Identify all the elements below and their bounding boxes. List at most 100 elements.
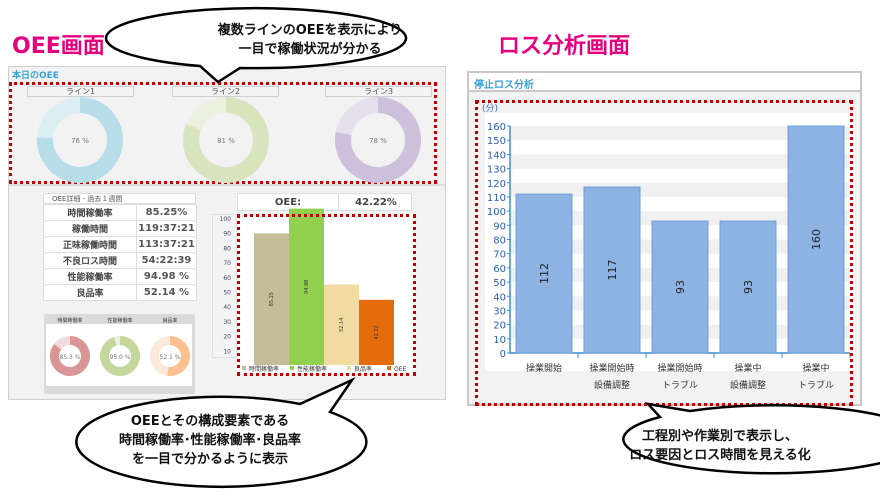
detail-value: 52.14 % (136, 284, 197, 301)
oee-total-value: 42.22% (355, 197, 397, 208)
line-2-donut-label: 81 % (217, 137, 235, 145)
legend-label: OEE (394, 366, 407, 373)
detail-row: 正味稼働時間 113:37:21 (43, 236, 197, 253)
legend-swatch (290, 366, 294, 370)
y-tick-label: 110 (487, 193, 506, 204)
oee-bar-label: 94.98 (304, 280, 310, 294)
oee-total-box: OEE: 42.22% (237, 193, 412, 211)
small-donut-remainder (54, 336, 70, 350)
oee-bar (254, 233, 289, 365)
small-donut-title: 時間稼働率 (57, 317, 82, 324)
callout-text-1: 複数ラインのOEEを表示により 一目で稼働状況が分かる (217, 23, 403, 57)
x-tick-label: トラブル (798, 379, 834, 391)
legend-label: 性能稼働率 (297, 365, 327, 373)
small-donut-value (100, 336, 140, 376)
y-tick-label: 80 (493, 236, 506, 247)
detail-row: 良品率 52.14 % (43, 284, 197, 301)
loss-analysis-heading: ロス分析画面 (498, 34, 631, 59)
callout-bubble-1 (104, 6, 408, 84)
line-header-3: ライン3 (325, 86, 432, 97)
x-tick-label: トラブル (662, 379, 698, 391)
y-tick-label: 40 (493, 292, 506, 303)
line-1-donut-remainder (37, 97, 80, 139)
oee-total-label: OEE: (274, 197, 302, 208)
legend-swatch (387, 366, 391, 370)
x-tick-label: 操業中 (802, 362, 829, 374)
y-tick-label: 100 (220, 216, 232, 223)
legend-swatch (242, 366, 246, 370)
callout-text-2: OEEとその構成要素である 時間稼働率･性能稼働率･良品率 を一目で分かるように表示 (118, 414, 301, 467)
small-donut-value (167, 336, 190, 376)
y-tick-label: 150 (487, 136, 506, 147)
y-tick-label: 20 (223, 334, 231, 341)
loss-chart-highlight (475, 100, 853, 406)
line-header-1: ライン1 (27, 86, 134, 97)
today-oee-label: 本日のOEE (12, 71, 59, 81)
oee-chart-highlight (237, 214, 416, 376)
loss-bar (515, 193, 573, 354)
loss-bar-label: 93 (742, 280, 755, 294)
callout-bubble-2 (75, 376, 368, 489)
y-tick-label: 50 (223, 290, 231, 297)
loss-bar (583, 186, 641, 354)
loss-bar (651, 220, 709, 354)
x-tick-label: 設備調整 (594, 379, 630, 391)
y-tick-label: 80 (223, 245, 231, 252)
y-tick-label: 30 (493, 306, 506, 317)
y-tick-label: 0 (500, 349, 506, 360)
detail-row: 時間稼働率 85.25% (43, 204, 197, 221)
callout-text-3: 工程別や作業別で表示し、 ロス要因とロス時間を見える化 (629, 429, 811, 463)
loss-bar-chart: (分) 0 10 20 30 40 50 60 70 80 90 100 110 120 130 140 150… (482, 103, 855, 391)
x-tick-label: 操業開始 (526, 362, 562, 374)
y-tick-label: 90 (493, 221, 506, 232)
line-3-donut-remainder (335, 97, 378, 135)
oee-bar-chart: 10 20 30 40 50 60 70 80 90 100 85.25 時間稼働率 94.98 性能稼働… (220, 208, 407, 373)
oee-bar-label: 42.22 (374, 325, 380, 339)
line-1-donut-value (36, 97, 123, 183)
small-donut-title: 良品率 (162, 317, 177, 324)
legend-label: 時間稼働率 (249, 365, 279, 373)
y-tick-label: 70 (493, 250, 506, 261)
detail-value: 94.98 % (136, 268, 197, 285)
y-tick-label: 50 (493, 278, 506, 289)
y-tick-label: 20 (493, 321, 506, 332)
loss-bar (787, 125, 845, 354)
loss-bar (719, 220, 777, 354)
y-tick-label: 10 (493, 335, 506, 346)
x-tick-label: 操業開始時 (589, 362, 634, 374)
loss-bar-label: 112 (538, 263, 551, 284)
oee-screen-heading: OEE画面 (12, 34, 105, 59)
small-donut-title: 性能稼働率 (107, 317, 132, 324)
oee-bar (324, 284, 359, 365)
y-tick-label: 40 (223, 304, 231, 311)
x-tick-label: 操業開始時 (657, 362, 702, 374)
grid-band (510, 126, 850, 141)
oee-detail-table: 時間稼働率 85.25% 稼働時間 119:37:21 正味稼働時間 113:37:21 不… (43, 204, 197, 301)
loss-bar-label: 93 (674, 280, 687, 294)
line-header-2: ライン2 (172, 86, 279, 97)
x-tick-label: 設備調整 (730, 379, 766, 391)
y-tick-label: 30 (223, 319, 231, 326)
oee-bar (289, 208, 324, 365)
oee-bar (359, 299, 394, 365)
detail-value: 85.25% (136, 204, 197, 221)
oee-bar-label: 52.14 (339, 318, 345, 332)
small-donut-label: 52.1 % (160, 354, 181, 361)
x-tick-label: 操業中 (734, 362, 761, 374)
y-tick-label: 60 (493, 264, 506, 275)
line-2-donut-value (182, 97, 269, 183)
legend-label: 良品率 (354, 365, 372, 373)
small-donut-label: 95.0 % (110, 354, 131, 361)
y-tick-label: 70 (223, 260, 231, 267)
small-donut-label: 85.3 % (60, 354, 81, 361)
line-3-donut-value (335, 97, 421, 184)
loss-bar-label: 117 (606, 260, 619, 281)
small-donut-remainder (150, 336, 170, 376)
line-1-donut-label: 76 % (71, 137, 89, 145)
y-tick-label: 140 (487, 150, 506, 161)
detail-row: 性能稼働率 94.98 % (43, 268, 197, 285)
oee-bar-label: 85.25 (269, 292, 275, 306)
y-tick-label: 120 (487, 179, 506, 190)
small-donut-value (49, 336, 90, 376)
